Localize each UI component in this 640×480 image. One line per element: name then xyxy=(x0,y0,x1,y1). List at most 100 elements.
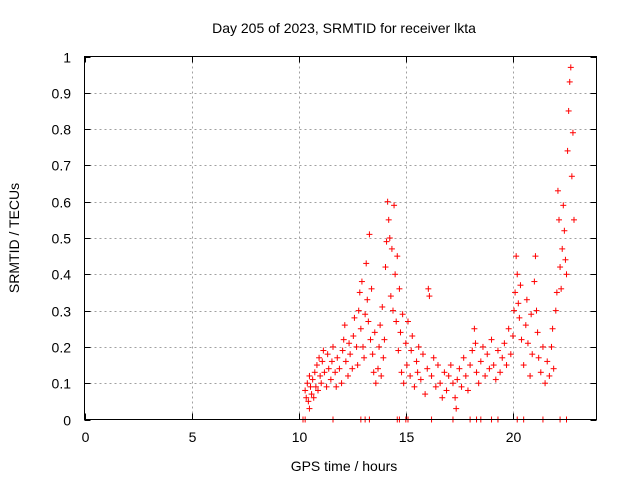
data-point-marker xyxy=(494,347,501,354)
data-point-marker xyxy=(571,216,578,223)
data-point-marker xyxy=(564,147,571,154)
data-point-marker xyxy=(382,264,389,271)
data-point-marker xyxy=(307,383,314,390)
y-tick-label: 0.5 xyxy=(52,231,72,247)
data-point-marker xyxy=(327,376,334,383)
data-point-marker xyxy=(497,369,504,376)
data-point-marker xyxy=(554,187,561,194)
data-point-marker xyxy=(527,372,534,379)
data-point-marker xyxy=(441,369,448,376)
data-point-marker xyxy=(396,285,403,292)
data-point-marker xyxy=(454,376,461,383)
data-point-marker xyxy=(462,372,469,379)
data-point-marker xyxy=(529,351,536,358)
data-point-marker xyxy=(447,362,454,369)
data-point-marker xyxy=(542,380,549,387)
y-tick-label: 0.7 xyxy=(52,158,72,174)
data-point-marker xyxy=(357,325,364,332)
data-point-marker xyxy=(518,336,525,343)
data-point-marker xyxy=(408,347,415,354)
data-point-marker xyxy=(568,173,575,180)
data-point-marker xyxy=(394,253,401,260)
data-point-marker xyxy=(449,380,456,387)
data-point-marker xyxy=(533,307,540,314)
y-axis-label: SRMTID / TECUs xyxy=(6,183,22,293)
data-point-marker xyxy=(368,285,375,292)
data-point-marker xyxy=(302,387,309,394)
data-point-marker xyxy=(384,198,391,205)
data-point-marker xyxy=(365,318,372,325)
data-point-marker xyxy=(364,296,371,303)
data-point-marker xyxy=(522,322,529,329)
x-axis-label: GPS time / hours xyxy=(291,458,398,474)
data-point-marker xyxy=(546,372,553,379)
data-point-marker xyxy=(341,322,348,329)
data-point-marker xyxy=(439,394,446,401)
data-point-marker xyxy=(453,405,460,412)
data-point-marker xyxy=(409,333,416,340)
data-point-marker xyxy=(313,362,320,369)
data-point-marker xyxy=(445,372,452,379)
data-point-marker xyxy=(539,343,546,350)
data-point-marker xyxy=(374,365,381,372)
data-point-marker xyxy=(549,325,556,332)
data-point-marker xyxy=(306,372,313,379)
data-point-marker xyxy=(556,216,563,223)
data-point-marker xyxy=(350,333,357,340)
axis-ticks xyxy=(84,56,597,421)
data-point-marker xyxy=(372,380,379,387)
data-point-marker xyxy=(514,271,521,278)
data-point-marker xyxy=(528,311,535,318)
data-point-marker xyxy=(486,365,493,372)
data-point-marker xyxy=(452,394,459,401)
data-point-marker xyxy=(562,256,569,263)
data-point-marker xyxy=(338,380,345,387)
y-tick-label: 0 xyxy=(63,413,71,429)
data-point-marker xyxy=(458,383,465,390)
data-point-marker xyxy=(537,369,544,376)
data-point-marker xyxy=(425,285,432,292)
data-point-marker xyxy=(414,369,421,376)
data-point-marker xyxy=(330,343,337,350)
data-point-marker xyxy=(475,380,482,387)
data-point-marker xyxy=(369,351,376,358)
data-point-marker xyxy=(479,343,486,350)
data-point-marker xyxy=(430,354,437,361)
data-point-marker xyxy=(501,340,508,347)
data-point-marker xyxy=(464,387,471,394)
data-point-marker xyxy=(339,347,346,354)
data-point-marker xyxy=(443,387,450,394)
data-point-marker xyxy=(426,293,433,300)
data-point-marker xyxy=(316,354,323,361)
data-point-marker xyxy=(492,376,499,383)
data-point-marker xyxy=(310,394,317,401)
data-point-marker xyxy=(383,238,390,245)
data-point-marker xyxy=(361,354,368,361)
data-point-marker xyxy=(503,362,510,369)
data-point-marker xyxy=(404,318,411,325)
data-point-marker xyxy=(379,303,386,310)
data-point-marker xyxy=(344,372,351,379)
data-point-marker xyxy=(371,329,378,336)
data-point-marker xyxy=(411,383,418,390)
y-tick-labels: 0 0.1 0.2 0.3 0.4 0.5 0.6 0.7 0.8 0.9 1 xyxy=(52,50,72,429)
data-point-marker xyxy=(513,253,520,260)
data-point-marker xyxy=(381,336,388,343)
data-point-marker xyxy=(569,129,576,136)
y-tick-label: 0.2 xyxy=(52,340,72,356)
data-point-marker xyxy=(520,362,527,369)
data-point-marker xyxy=(515,300,522,307)
data-point-marker xyxy=(467,362,474,369)
data-point-marker xyxy=(321,369,328,376)
data-point-marker xyxy=(469,347,476,354)
data-point-marker xyxy=(424,365,431,372)
data-point-marker xyxy=(304,380,311,387)
data-point-marker xyxy=(550,365,557,372)
data-point-marker xyxy=(392,271,399,278)
data-point-marker xyxy=(403,362,410,369)
data-point-marker xyxy=(456,365,463,372)
data-point-marker xyxy=(332,369,339,376)
data-point-marker xyxy=(567,64,574,71)
data-point-marker xyxy=(333,383,340,390)
data-point-marker xyxy=(488,336,495,343)
